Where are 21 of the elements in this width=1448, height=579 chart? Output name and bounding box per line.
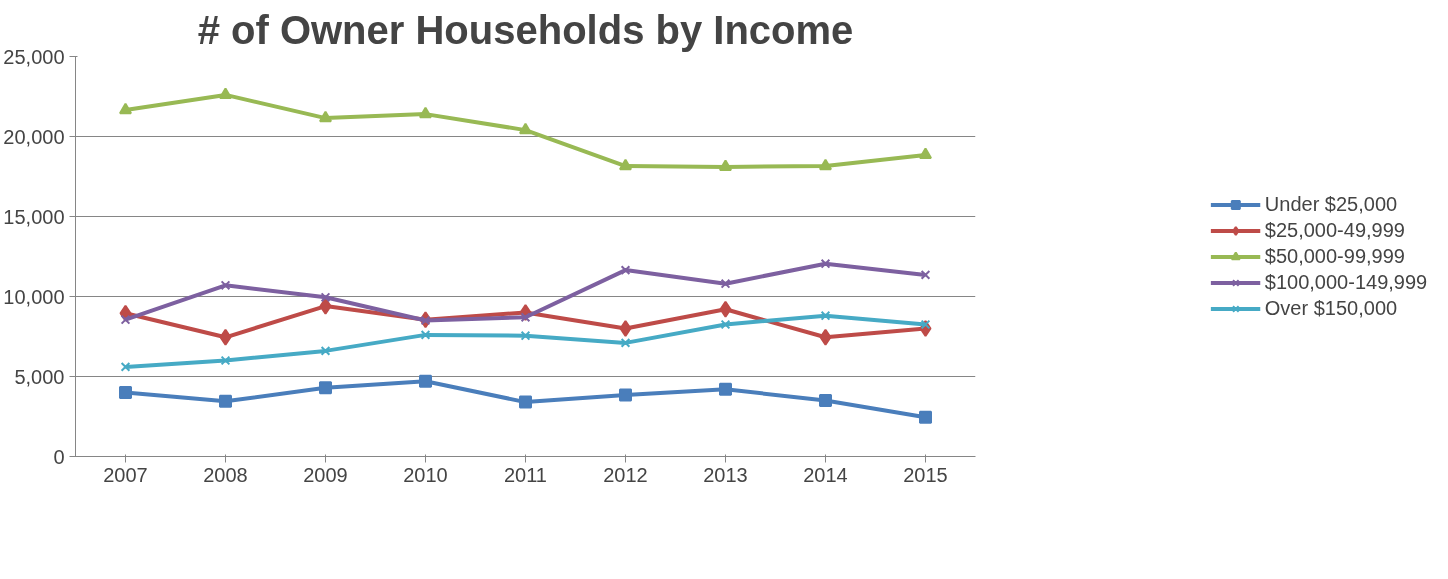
x-tick-label: 2010 <box>403 463 448 486</box>
x-tick-label: 2007 <box>103 463 148 486</box>
legend-label: Under $25,000 <box>1264 192 1398 216</box>
y-tick-label: 25,000 <box>3 45 65 68</box>
x-tick-label: 2011 <box>504 463 548 486</box>
x-tick-label: 2014 <box>803 463 848 486</box>
y-tick-label: 0 <box>53 445 65 468</box>
x-tick-label: 2013 <box>703 463 748 486</box>
legend-label: $25,000-49,999 <box>1264 218 1405 242</box>
x-tick-label: 2015 <box>903 463 948 486</box>
x-tick-label: 2009 <box>303 463 348 486</box>
x-tick-label: 2008 <box>203 463 248 486</box>
x-tick-label: 2012 <box>603 463 648 486</box>
legend-label: $100,000-149,999 <box>1264 270 1428 294</box>
y-tick-label: 10,000 <box>3 285 65 308</box>
y-tick-label: 20,000 <box>3 125 65 148</box>
legend-label: Over $150,000 <box>1264 296 1398 320</box>
chart-title: # of Owner Households by Income <box>197 7 854 52</box>
y-tick-label: 5,000 <box>14 365 65 388</box>
y-tick-label: 15,000 <box>3 205 65 228</box>
legend-label: $50,000-99,999 <box>1264 244 1405 268</box>
